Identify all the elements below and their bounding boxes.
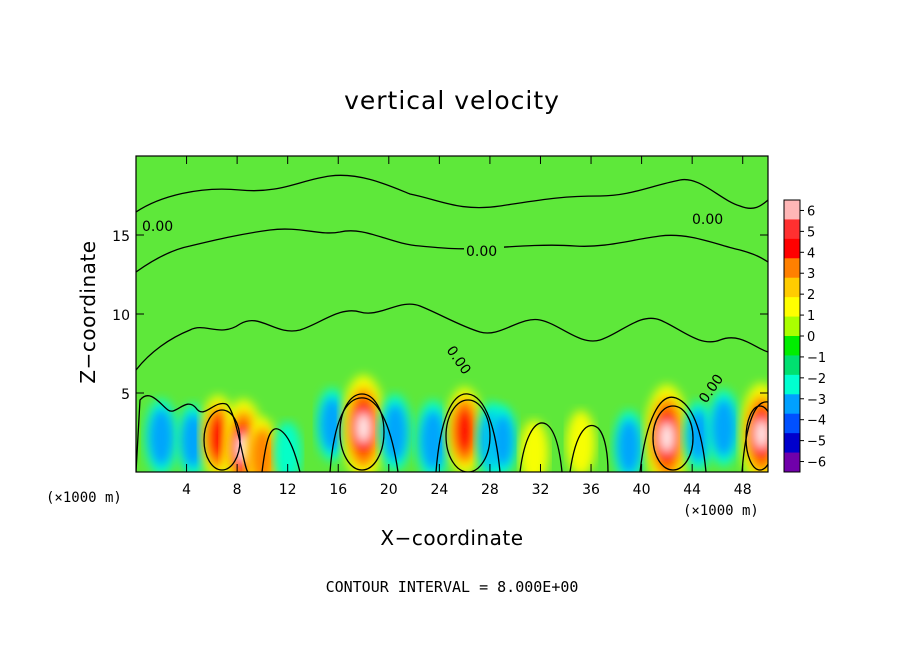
colorbar-segment-7 [784,316,800,337]
y-tick-label-10: 10 [112,308,130,324]
colorbar-label-6: 1 [807,309,815,324]
colorbar-label-3: 4 [807,246,815,261]
x-unit-label-right: (×1000 m) [683,503,759,519]
contour-cell-e [745,405,768,471]
colorbar-label-1: 6 [807,204,815,219]
colorbar-segment-10 [784,374,800,395]
contour-line-lower [136,303,768,371]
contour-label-1: 0.00 [142,219,173,235]
y-tick-label-15: 15 [112,229,130,245]
velocity-cell-7 [316,388,348,462]
colorbar-segment-5 [784,277,800,298]
x-tick-label-8: 8 [233,482,242,498]
contour-line-upper [136,174,768,213]
colorbar-label-7: 0 [807,330,815,345]
colorbar-label-2: 5 [807,225,815,240]
colorbar-segment-2 [784,219,800,240]
x-tick-label-20: 20 [380,482,398,498]
velocity-cell-9 [378,394,412,471]
y-tick-label-5: 5 [121,387,130,403]
contour-line-middle [136,228,768,273]
velocity-cell-16 [613,410,645,472]
zero-contours [136,174,768,472]
colorbar-label-10: −3 [807,393,826,408]
colorbar-label-9: −2 [807,372,826,387]
contour-line-cells [136,393,768,472]
chart-title: vertical velocity [344,86,560,115]
colorbar-label-4: 3 [807,267,815,282]
x-tick-label-28: 28 [481,482,499,498]
x-tick-label-16: 16 [329,482,347,498]
velocity-cell-2 [176,403,209,472]
contour-cell-b [339,393,385,471]
colorbar-segment-6 [784,297,800,318]
x-tick-label-24: 24 [430,482,448,498]
x-axis-ticks: 4 8 12 16 20 24 28 32 36 40 44 48 [182,156,752,498]
velocity-cell-17 [644,384,690,472]
plot-area: 0.00 0.00 0.00 0.00 0.00 [136,156,768,472]
colorbar-label-13: −6 [807,456,826,471]
velocity-cell-14 [519,420,549,472]
contour-cell-a [203,409,241,471]
contour-cell-c [445,399,491,472]
x-axis-label: X−coordinate [380,526,524,550]
velocity-cell-8 [341,374,386,472]
colorbar-label-8: −1 [807,351,826,366]
colorbar-label-5: 2 [807,288,815,303]
velocity-cell-6 [273,421,302,472]
contour-cell-d [652,405,694,471]
colorbar-segment-8 [784,336,800,356]
x-tick-label-48: 48 [734,482,752,498]
x-tick-label-36: 36 [582,482,600,498]
velocity-cell-3 [200,395,237,472]
contour-interval-note: CONTOUR INTERVAL = 8.000E+00 [325,578,579,596]
colorbar-segment-12 [784,413,800,434]
x-tick-label-12: 12 [279,482,297,498]
colorbar-segment-14 [784,452,800,473]
colorbar-label-12: −5 [807,435,826,450]
colorbar-segment-4 [784,258,800,279]
velocity-cell-19 [707,389,741,467]
x-tick-label-44: 44 [683,482,701,498]
x-unit-label-left: (×1000 m) [46,490,122,506]
contour-label-3: 0.00 [692,212,723,228]
y-axis-ticks: 5 10 15 [112,229,768,403]
colorbar-segment-13 [784,433,800,454]
x-tick-label-4: 4 [182,482,191,498]
velocity-cell-10 [415,400,451,472]
x-tick-label-40: 40 [633,482,651,498]
colorbar-segment-11 [784,394,800,415]
colorbar-segment-3 [784,238,800,259]
velocity-cell-1 [144,398,178,472]
colorbar-segment-9 [784,355,800,376]
colorbar: 6 5 4 3 2 1 0 −1 −2 −3 −4 −5 −6 [783,199,826,473]
contour-label-2: 0.00 [466,244,497,260]
velocity-cell-13 [487,405,518,472]
colorbar-segment-1 [784,200,800,220]
colorbar-label-11: −4 [807,414,826,429]
x-tick-label-32: 32 [532,482,550,498]
velocity-cell-11 [445,387,484,472]
